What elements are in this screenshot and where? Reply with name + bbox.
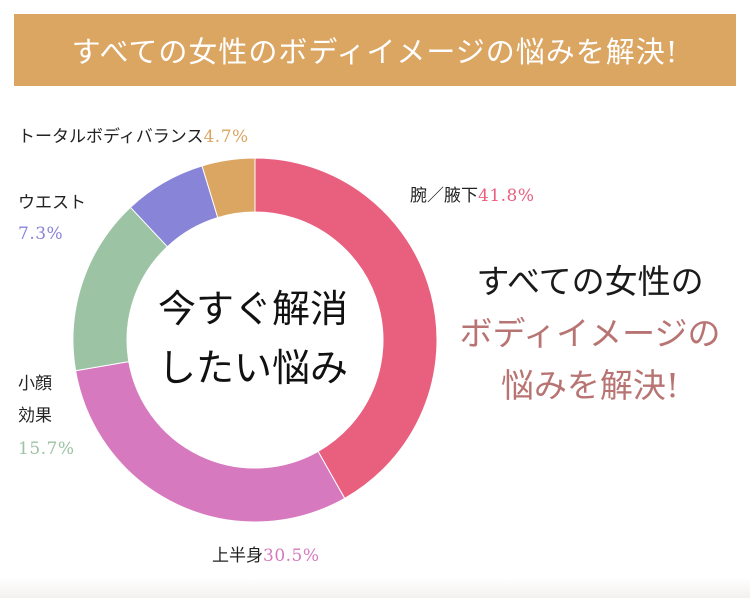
label-waist-pct: 7.3% — [18, 224, 64, 245]
bottom-fade — [0, 578, 750, 598]
tagline: すべての女性の ボディイメージの 悩みを解決! — [440, 256, 740, 411]
center-line-1: 今すぐ解消 — [157, 287, 348, 331]
label-face-name-2: 効果 — [18, 406, 52, 427]
label-face-name-1: 小顔 — [18, 374, 52, 394]
label-small-face: 小顔 効果 15.7% — [18, 368, 75, 465]
header-banner: すべての女性のボディイメージの悩みを解決! — [14, 14, 736, 86]
tagline-line-1: すべての女性の — [476, 262, 704, 301]
label-upper-name: 上半身 — [212, 546, 263, 566]
label-arm-name: 腕／腋下 — [410, 186, 478, 206]
donut-center-text: 今すぐ解消 したい悩み — [138, 280, 368, 398]
label-total-pct: 4.7% — [203, 127, 249, 147]
label-upper-pct: 30.5% — [263, 546, 320, 566]
donut-slice-upper-body — [75, 361, 346, 523]
label-waist: ウエスト 7.3% — [18, 188, 86, 251]
center-line-2: したい悩み — [157, 345, 348, 390]
donut-slice-arm — [254, 157, 438, 500]
label-arm-pct: 41.8% — [478, 186, 535, 206]
donut-slice-total-balance — [201, 157, 256, 219]
tagline-line-3: 悩みを解決! — [500, 365, 680, 405]
banner-title: すべての女性のボディイメージの悩みを解決! — [71, 35, 679, 69]
label-total-balance: トータルボディバランス4.7% — [18, 123, 249, 152]
tagline-line-2: ボディイメージの — [459, 313, 721, 353]
label-waist-name: ウエスト — [18, 193, 86, 213]
label-arm: 腕／腋下41.8% — [410, 182, 535, 211]
label-upper-body: 上半身30.5% — [212, 542, 320, 571]
label-face-pct: 15.7% — [18, 438, 75, 459]
label-total-name: トータルボディバランス — [18, 127, 204, 147]
